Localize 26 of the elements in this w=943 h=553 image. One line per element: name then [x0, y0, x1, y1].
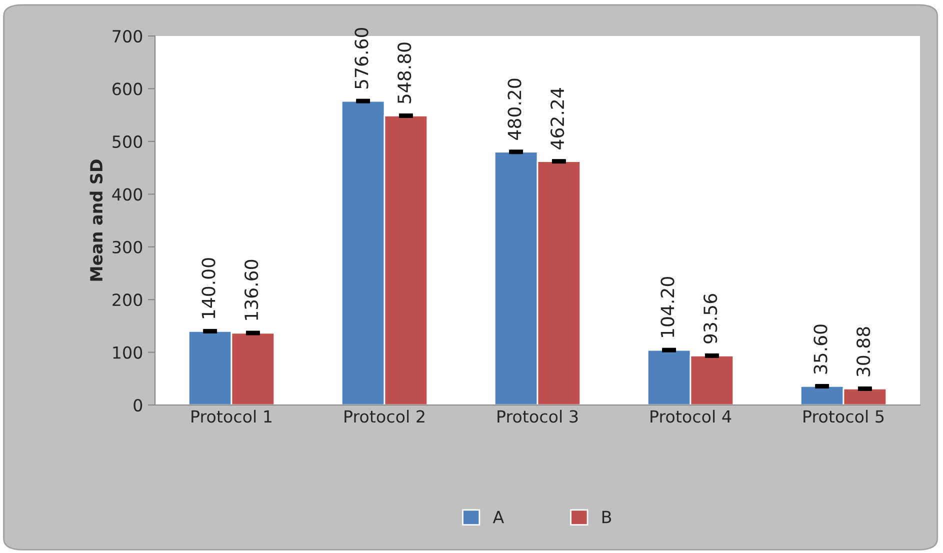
data-label: 104.20 [660, 276, 674, 337]
y-axis-title: Mean and SD [90, 160, 103, 281]
y-tick-label: 100 [113, 346, 142, 359]
y-tick-label: 500 [112, 135, 142, 148]
x-tick-label: Protocol 4 [650, 410, 732, 423]
data-label: 548.80 [398, 42, 412, 104]
x-tick-label: Protocol 5 [804, 410, 884, 423]
data-label: 140.00 [202, 258, 216, 318]
data-label: 93.56 [704, 294, 718, 344]
y-tick-label: 300 [112, 240, 142, 254]
data-label: 136.60 [244, 260, 258, 320]
data-label: 576.60 [354, 28, 368, 89]
y-tick-label: 600 [112, 82, 142, 96]
y-tick-label: 700 [112, 30, 142, 43]
y-tick-label: 0 [134, 398, 142, 412]
data-label: 462.24 [550, 88, 564, 150]
x-tick-label: Protocol 1 [192, 410, 272, 423]
data-label: 35.60 [814, 324, 828, 374]
legend-label: A [492, 510, 504, 524]
x-tick-label: Protocol 2 [344, 410, 424, 423]
data-label: 30.88 [856, 327, 870, 376]
y-tick-label: 200 [112, 294, 142, 306]
data-label: 480.20 [508, 78, 522, 140]
x-tick-label: Protocol 3 [498, 410, 578, 423]
y-tick-label: 400 [112, 188, 142, 201]
legend-label: B [602, 510, 612, 524]
